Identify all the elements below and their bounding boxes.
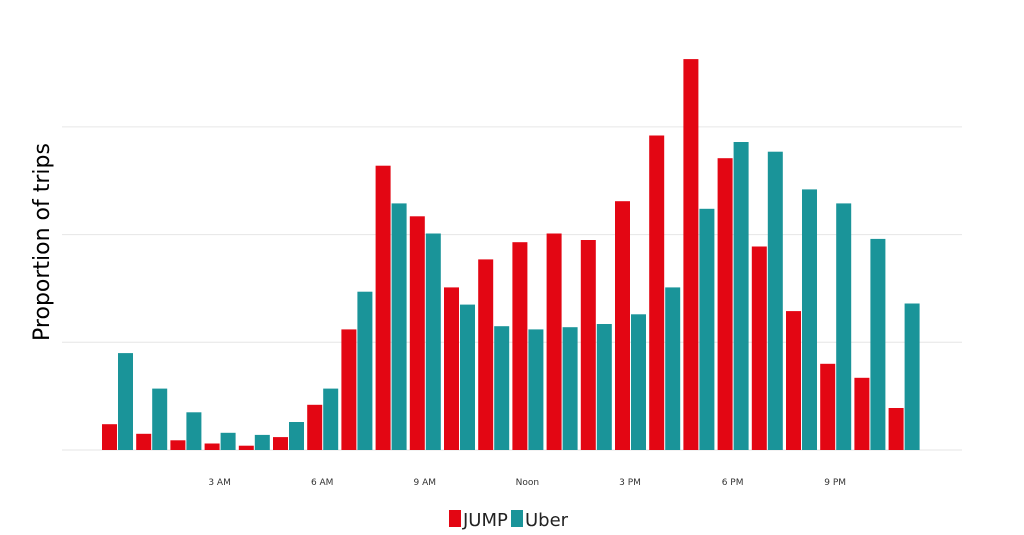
- bar-jump-5: [273, 437, 288, 450]
- x-tick-label: 9 AM: [414, 478, 437, 488]
- bar-uber-0: [118, 353, 133, 450]
- bar-uber-11: [494, 326, 510, 450]
- bar-uber-17: [699, 208, 715, 450]
- bar-jump-1: [136, 433, 152, 450]
- bar-jump-2: [170, 440, 186, 450]
- bar-jump-23: [888, 408, 904, 450]
- bar-jump-7: [341, 329, 357, 450]
- bar-uber-19: [767, 151, 783, 450]
- bar-uber-6: [323, 388, 339, 450]
- bar-uber-1: [152, 388, 168, 450]
- x-axis-ticks: 3 AM 6 AM 9 AM Noon 3 PM 6 PM 9 PM: [208, 478, 846, 488]
- bar-jump-21: [820, 363, 836, 450]
- bar-uber-13: [562, 327, 578, 450]
- bar-jump-18: [717, 158, 733, 450]
- bar-uber-23: [904, 303, 920, 450]
- bar-uber-16: [665, 287, 681, 450]
- bar-jump-8: [375, 165, 391, 450]
- legend-label-jump: JUMP: [462, 510, 508, 531]
- bar-jump-3: [204, 443, 220, 450]
- y-axis-label: Proportion of trips: [30, 143, 55, 341]
- bar-jump-14: [580, 240, 596, 450]
- bar-uber-20: [802, 189, 817, 450]
- bar-uber-21: [836, 203, 852, 450]
- legend-swatch-jump: [449, 510, 461, 527]
- bar-jump-10: [444, 287, 459, 450]
- legend: JUMP Uber: [449, 510, 569, 531]
- bar-jump-6: [307, 404, 323, 450]
- bar-jump-0: [102, 424, 117, 450]
- bar-jump-17: [683, 59, 699, 450]
- bar-uber-5: [289, 422, 304, 450]
- bar-uber-15: [631, 314, 646, 450]
- bar-jump-13: [546, 233, 562, 450]
- bars: [102, 59, 920, 450]
- bar-uber-12: [528, 329, 544, 450]
- bar-jump-22: [854, 377, 870, 450]
- bar-jump-16: [649, 135, 665, 450]
- bar-jump-4: [238, 445, 254, 450]
- x-tick-label: 3 AM: [208, 478, 231, 488]
- bar-jump-19: [751, 246, 767, 450]
- bar-uber-3: [220, 432, 236, 450]
- bar-uber-2: [186, 412, 202, 450]
- x-tick-label: 3 PM: [619, 478, 641, 488]
- x-tick-label: 6 PM: [722, 478, 744, 488]
- bar-jump-20: [786, 311, 801, 450]
- legend-label-uber: Uber: [525, 510, 569, 531]
- x-tick-label: 9 PM: [824, 478, 846, 488]
- bar-uber-14: [596, 324, 612, 450]
- bar-uber-8: [391, 203, 407, 450]
- bar-uber-10: [460, 304, 475, 450]
- bar-jump-11: [478, 259, 494, 450]
- legend-swatch-uber: [511, 510, 523, 527]
- x-tick-label: Noon: [516, 478, 539, 488]
- bar-uber-9: [425, 233, 441, 450]
- x-tick-label: 6 AM: [311, 478, 334, 488]
- bar-uber-18: [733, 142, 749, 450]
- bar-uber-7: [357, 291, 373, 450]
- bar-uber-22: [870, 238, 886, 450]
- bar-jump-12: [512, 242, 528, 450]
- bar-uber-4: [254, 434, 270, 450]
- bar-jump-15: [615, 201, 630, 450]
- bar-jump-9: [409, 216, 425, 450]
